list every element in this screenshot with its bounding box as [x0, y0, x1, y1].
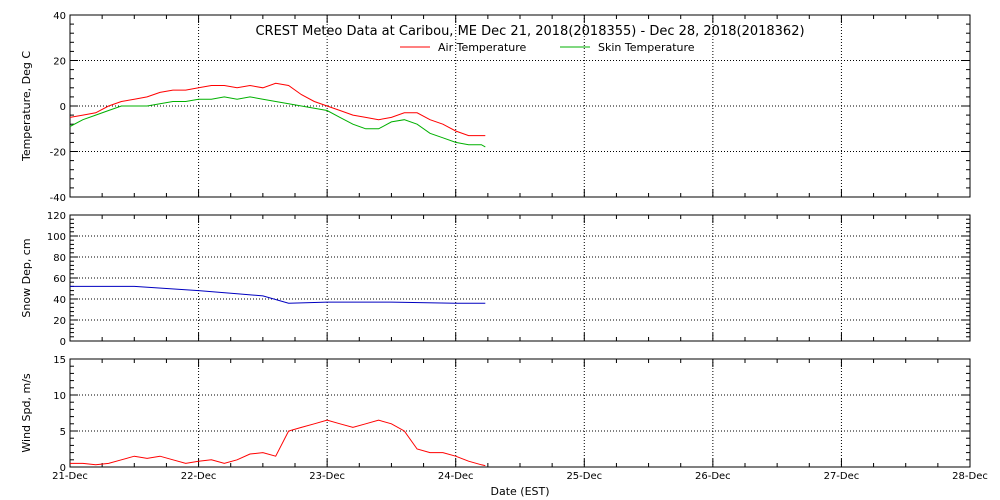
- panel-wind: 0 5 10 15 Wind Spd, m/s 21-Dec 22-Dec 23-Dec 24-…: [20, 355, 988, 482]
- series-line-wind-0: [70, 419, 486, 467]
- chart-title: CREST Meteo Data at Caribou, ME Dec 21, …: [255, 24, 804, 39]
- y-axis-title: Snow Dep, cm: [20, 238, 33, 317]
- x-tick-label: 25-Dec: [566, 471, 602, 482]
- panel-temperature: -40 -20 0 20 40 Temperature, Deg C: [20, 11, 971, 204]
- y-tick-label: -40: [50, 193, 66, 204]
- series-line-temperature-1: [69, 96, 486, 148]
- plot-frame: [69, 358, 971, 468]
- series-line-snow-0: [70, 285, 486, 304]
- legend-label-1: Skin Temperature: [598, 41, 695, 54]
- legend: Air Temperature Skin Temperature: [400, 41, 695, 54]
- y-axis-title: Temperature, Deg C: [20, 51, 33, 162]
- panel-snow: 0 20 40 60 80 100 120 Snow Dep, cm: [20, 211, 971, 348]
- y-tick-label: 0: [60, 102, 66, 113]
- series-line-temperature-0: [69, 82, 486, 137]
- y-tick-label: 80: [53, 253, 66, 264]
- y-tick-label: 20: [53, 57, 66, 68]
- y-tick-label: 40: [53, 295, 66, 306]
- y-tick-label: 60: [53, 274, 66, 285]
- x-tick-label: 26-Dec: [695, 471, 731, 482]
- x-tick-label: 21-Dec: [52, 471, 88, 482]
- x-tick-label: 28-Dec: [952, 471, 988, 482]
- legend-label-0: Air Temperature: [438, 41, 527, 54]
- x-tick-label: 27-Dec: [824, 471, 860, 482]
- y-tick-label: 40: [53, 11, 66, 22]
- y-axis-title: Wind Spd, m/s: [20, 373, 33, 453]
- chart-panels: -40 -20 0 20 40 Temperature, Deg C 0 20 40 60 80 10…: [20, 11, 988, 482]
- y-tick-label: 15: [53, 355, 66, 366]
- y-tick-label: -20: [50, 148, 66, 159]
- y-tick-label: 10: [53, 391, 66, 402]
- x-tick-label: 24-Dec: [438, 471, 474, 482]
- y-tick-label: 5: [60, 427, 66, 438]
- x-tick-label: 22-Dec: [181, 471, 217, 482]
- y-tick-label: 0: [60, 463, 66, 474]
- x-axis-title: Date (EST): [490, 485, 549, 498]
- y-tick-label: 0: [60, 337, 66, 348]
- x-tick-label: 23-Dec: [309, 471, 345, 482]
- y-tick-label: 120: [47, 211, 66, 222]
- y-tick-label: 100: [47, 232, 66, 243]
- y-tick-label: 20: [53, 316, 66, 327]
